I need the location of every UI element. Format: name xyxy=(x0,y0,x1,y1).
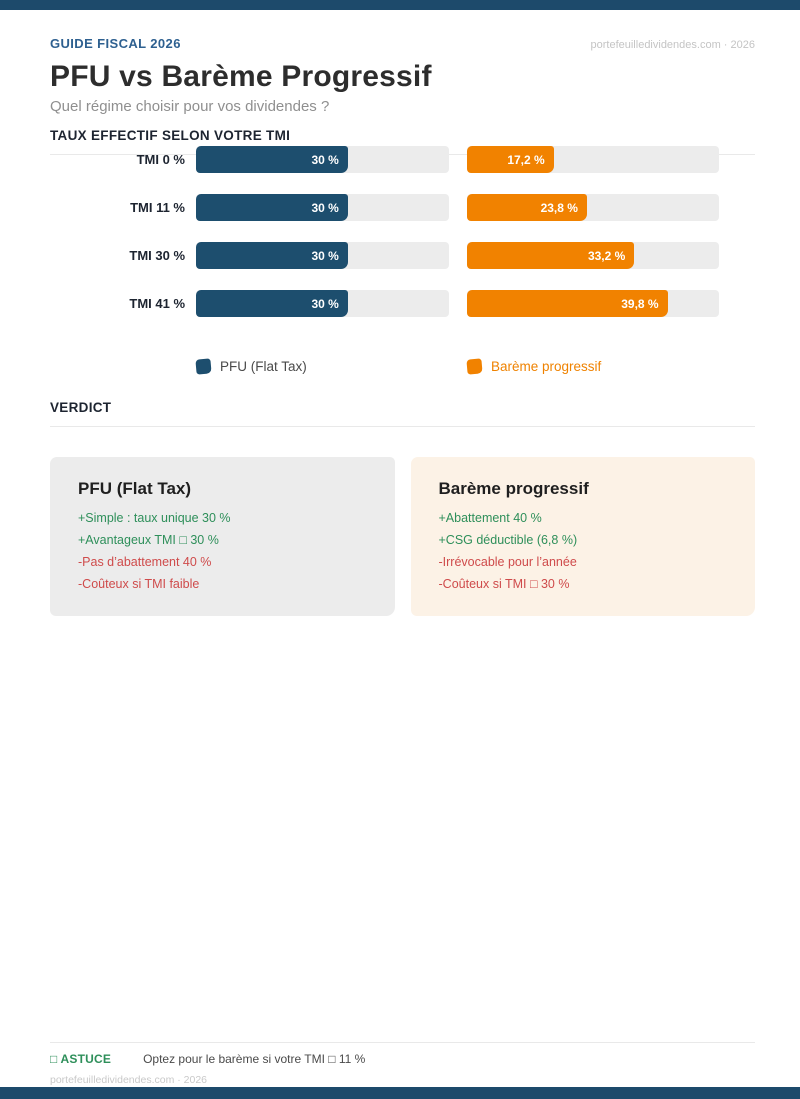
verdict-point-pro: +Abattement 40 % xyxy=(438,511,542,525)
tip-badge: □ ASTUCE xyxy=(50,1052,112,1066)
pfu-bar-fill: 30 % xyxy=(196,242,348,269)
pfu-bar-fill: 30 % xyxy=(196,146,348,173)
chart-section-title: TAUX EFFECTIF SELON VOTRE TMI xyxy=(50,128,291,143)
bareme-card-list: +Abattement 40 % +CSG déductible (6,8 %) -… xyxy=(438,511,728,592)
tip-text: Optez pour le barème si votre TMI □ 11 % xyxy=(143,1052,366,1066)
pfu-card-list: +Simple : taux unique 30 % +Avantageux TM… xyxy=(78,511,367,592)
bottom-accent-band xyxy=(0,1087,800,1099)
pfu-bar-track: 30 % xyxy=(196,194,449,221)
legend-item-bareme: Barème progressif xyxy=(466,358,719,375)
pfu-bar-track: 30 % xyxy=(196,146,449,173)
page-header: GUIDE FISCAL 2026 portefeuilledividendes… xyxy=(50,36,755,51)
bar-value-label: 39,8 % xyxy=(621,296,659,311)
pfu-bar-fill: 30 % xyxy=(196,290,348,317)
bar-value-label: 17,2 % xyxy=(507,152,545,167)
bareme-bar-fill: 23,8 % xyxy=(467,194,587,221)
bar-value-label: 23,8 % xyxy=(540,200,578,215)
bar-value-label: 30 % xyxy=(311,200,339,215)
pfu-bar-fill: 30 % xyxy=(196,194,348,221)
verdict-point-pro: +CSG déductible (6,8 %) xyxy=(438,533,578,548)
tmi-comparison-chart: TMI 0 % 30 % 17,2 % TMI 11 % 30 % 23,8 % TMI 3… xyxy=(50,146,755,317)
verdict-cards: PFU (Flat Tax) +Simple : taux unique 30 … xyxy=(50,457,755,616)
bareme-bar-fill: 33,2 % xyxy=(467,242,635,269)
bar-value-label: 30 % xyxy=(311,248,339,263)
bareme-bar-track: 39,8 % xyxy=(467,290,719,317)
pfu-card-title: PFU (Flat Tax) xyxy=(78,479,192,498)
verdict-point-pro: +Avantageux TMI □ 30 % xyxy=(78,533,219,548)
tmi-row-label: TMI 30 % xyxy=(129,248,185,263)
verdict-section-rule xyxy=(50,426,755,427)
legend-item-pfu: PFU (Flat Tax) xyxy=(195,358,449,375)
bareme-bar-track: 23,8 % xyxy=(467,194,719,221)
verdict-point-con: -Irrévocable pour l’année xyxy=(438,555,577,570)
bareme-card: Barème progressif +Abattement 40 % +CSG d… xyxy=(410,457,755,616)
tmi-row-label: TMI 0 % xyxy=(136,152,185,167)
chart-row-tmi-0-: TMI 0 % 30 % 17,2 % xyxy=(50,146,755,173)
chart-legend: PFU (Flat Tax) Barème progressif xyxy=(50,358,755,375)
page-title: PFU vs Barème Progressif xyxy=(50,60,432,93)
bareme-bar-fill: 39,8 % xyxy=(467,290,668,317)
bareme-legend-swatch-icon xyxy=(466,358,483,375)
verdict-section-title: VERDICT xyxy=(50,400,112,415)
pfu-legend-swatch-icon xyxy=(195,358,212,375)
legend-pfu-label: PFU (Flat Tax) xyxy=(220,359,307,374)
chart-row-tmi-41-: TMI 41 % 30 % 39,8 % xyxy=(50,290,755,317)
tip-row: □ ASTUCE Optez pour le barème si votre T… xyxy=(50,1052,755,1066)
footer-rule xyxy=(50,1042,755,1043)
page-content: GUIDE FISCAL 2026 portefeuilledividendes… xyxy=(50,10,755,616)
pfu-bar-track: 30 % xyxy=(196,290,449,317)
bareme-card-title: Barème progressif xyxy=(438,479,589,498)
bar-value-label: 33,2 % xyxy=(587,248,626,263)
verdict-point-con: -Pas d’abattement 40 % xyxy=(78,555,212,570)
bareme-bar-fill: 17,2 % xyxy=(467,146,554,173)
page-subtitle: Quel régime choisir pour vos dividendes … xyxy=(50,98,330,115)
top-accent-band xyxy=(0,0,800,10)
page-footer: □ ASTUCE Optez pour le barème si votre T… xyxy=(50,1042,755,1086)
bar-value-label: 30 % xyxy=(311,296,339,311)
bareme-bar-track: 17,2 % xyxy=(467,146,719,173)
footer-site-credit: portefeuilledividendes.com · 2026 xyxy=(50,1074,208,1086)
pfu-bar-track: 30 % xyxy=(196,242,449,269)
tmi-row-label: TMI 41 % xyxy=(129,296,185,311)
bareme-bar-track: 33,2 % xyxy=(467,242,719,269)
verdict-point-con: -Coûteux si TMI □ 30 % xyxy=(438,577,570,592)
legend-bareme-label: Barème progressif xyxy=(491,359,602,374)
verdict-point-con: -Coûteux si TMI faible xyxy=(78,577,200,592)
bar-value-label: 30 % xyxy=(311,152,339,167)
kicker-label: GUIDE FISCAL 2026 xyxy=(50,36,181,51)
tmi-row-label: TMI 11 % xyxy=(130,200,185,215)
site-credit: portefeuilledividendes.com · 2026 xyxy=(590,39,756,51)
chart-row-tmi-30-: TMI 30 % 30 % 33,2 % xyxy=(50,242,755,269)
pfu-card: PFU (Flat Tax) +Simple : taux unique 30 … xyxy=(50,457,395,616)
verdict-point-pro: +Simple : taux unique 30 % xyxy=(78,511,231,525)
chart-row-tmi-11-: TMI 11 % 30 % 23,8 % xyxy=(50,194,755,221)
